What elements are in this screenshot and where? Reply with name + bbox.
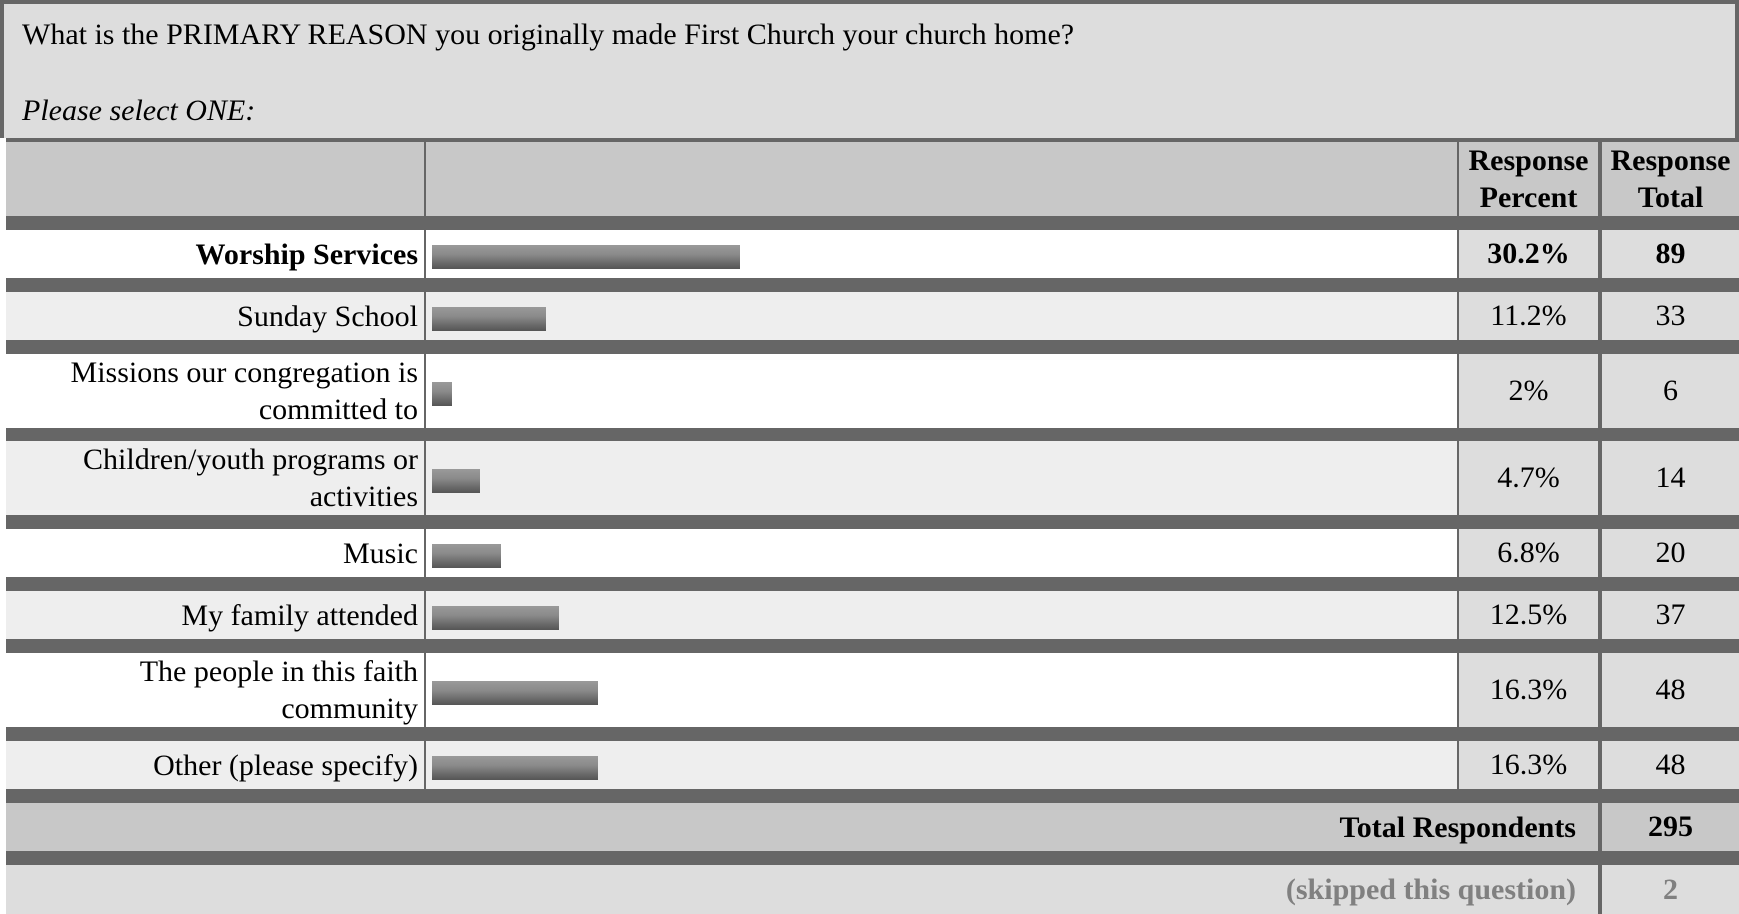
row-response-total-text: 89 xyxy=(1655,237,1686,270)
row-label: Other (please specify) xyxy=(6,741,424,789)
question-text: What is the PRIMARY REASON you originall… xyxy=(22,18,1075,51)
row-label: Sunday School xyxy=(6,292,424,340)
row-response-total: 48 xyxy=(1602,741,1739,789)
row-response-percent-text: 30.2% xyxy=(1487,237,1570,270)
row-response-total: 89 xyxy=(1602,230,1739,278)
row-bar-cell xyxy=(426,529,1457,577)
row-response-percent-text: 6.8% xyxy=(1497,536,1560,569)
skipped-value: 2 xyxy=(1602,865,1739,914)
question-header: What is the PRIMARY REASON you originall… xyxy=(0,0,1739,138)
header-response-total: Response Total xyxy=(1602,142,1739,216)
row-response-total: 33 xyxy=(1602,292,1739,340)
row-response-total-text: 33 xyxy=(1655,299,1686,332)
row-bar-cell xyxy=(426,230,1457,278)
row-response-total-text: 48 xyxy=(1655,673,1686,706)
row-label-text: My family attended xyxy=(181,598,418,632)
row-label: My family attended xyxy=(6,591,424,639)
total-respondents-value: 295 xyxy=(1602,803,1739,851)
row-bar-cell xyxy=(426,441,1457,515)
row-label: Children/youth programs or activities xyxy=(6,441,424,515)
row-label: Missions our congregation is committed t… xyxy=(6,354,424,428)
row-bar-cell xyxy=(426,741,1457,789)
row-response-percent: 12.5% xyxy=(1459,591,1598,639)
bar-6 xyxy=(432,606,559,630)
row-response-total-text: 48 xyxy=(1655,748,1686,781)
bar-4 xyxy=(432,469,480,493)
total-respondents-value-text: 295 xyxy=(1648,810,1693,843)
row-label-text: Music xyxy=(343,536,418,570)
row-label-text: Missions our congregation is committed t… xyxy=(70,356,418,426)
row-response-percent-text: 4.7% xyxy=(1497,461,1560,494)
bar-2 xyxy=(432,307,546,331)
row-label: Worship Services xyxy=(6,230,424,278)
row-response-total: 14 xyxy=(1602,441,1739,515)
row-response-total: 48 xyxy=(1602,653,1739,727)
row-response-percent-text: 16.3% xyxy=(1489,748,1568,781)
row-response-percent: 16.3% xyxy=(1459,653,1598,727)
row-response-percent: 11.2% xyxy=(1459,292,1598,340)
row-response-total-text: 6 xyxy=(1663,374,1678,407)
bar-1 xyxy=(432,245,740,269)
row-label: Music xyxy=(6,529,424,577)
header-response-total-text: Response Total xyxy=(1610,144,1731,214)
total-respondents-label: Total Respondents xyxy=(6,803,1598,851)
bar-5 xyxy=(432,544,501,568)
row-response-total-text: 20 xyxy=(1655,536,1686,569)
skipped-value-text: 2 xyxy=(1663,872,1678,906)
row-bar-cell xyxy=(426,653,1457,727)
header-response-percent-text: Response Percent xyxy=(1468,144,1589,214)
question-instruction: Please select ONE: xyxy=(22,94,256,127)
row-response-percent: 30.2% xyxy=(1459,230,1598,278)
row-label-text: Worship Services xyxy=(195,237,419,271)
row-response-percent-text: 16.3% xyxy=(1489,673,1568,706)
bar-8 xyxy=(432,756,598,780)
row-label-text: Other (please specify) xyxy=(153,748,418,782)
row-response-percent-text: 12.5% xyxy=(1489,598,1568,631)
skipped-label-text: (skipped this question) xyxy=(1285,873,1576,906)
row-response-percent-text: 2% xyxy=(1508,374,1549,407)
row-label-text: Children/youth programs or activities xyxy=(83,443,418,513)
bar-7 xyxy=(432,681,598,705)
row-response-percent: 2% xyxy=(1459,354,1598,428)
skipped-label: (skipped this question) xyxy=(6,865,1598,914)
header-label-cell xyxy=(6,142,424,216)
row-bar-cell xyxy=(426,292,1457,340)
row-label-text: Sunday School xyxy=(237,299,418,333)
total-respondents-label-text: Total Respondents xyxy=(1339,810,1576,844)
row-response-total: 6 xyxy=(1602,354,1739,428)
row-response-percent: 6.8% xyxy=(1459,529,1598,577)
row-response-total-text: 37 xyxy=(1655,598,1686,631)
row-response-percent: 4.7% xyxy=(1459,441,1598,515)
bar-3 xyxy=(432,382,452,406)
row-response-percent-text: 11.2% xyxy=(1490,299,1567,332)
row-response-total: 20 xyxy=(1602,529,1739,577)
header-bar-cell xyxy=(426,142,1457,216)
row-bar-cell xyxy=(426,591,1457,639)
header-response-percent: Response Percent xyxy=(1459,142,1598,216)
row-response-percent: 16.3% xyxy=(1459,741,1598,789)
row-label: The people in this faith community xyxy=(6,653,424,727)
row-response-total: 37 xyxy=(1602,591,1739,639)
row-response-total-text: 14 xyxy=(1655,461,1686,494)
results-table: Response Percent Response Total Worship Se… xyxy=(6,138,1739,914)
row-bar-cell xyxy=(426,354,1457,428)
row-label-text: The people in this faith community xyxy=(139,655,418,725)
